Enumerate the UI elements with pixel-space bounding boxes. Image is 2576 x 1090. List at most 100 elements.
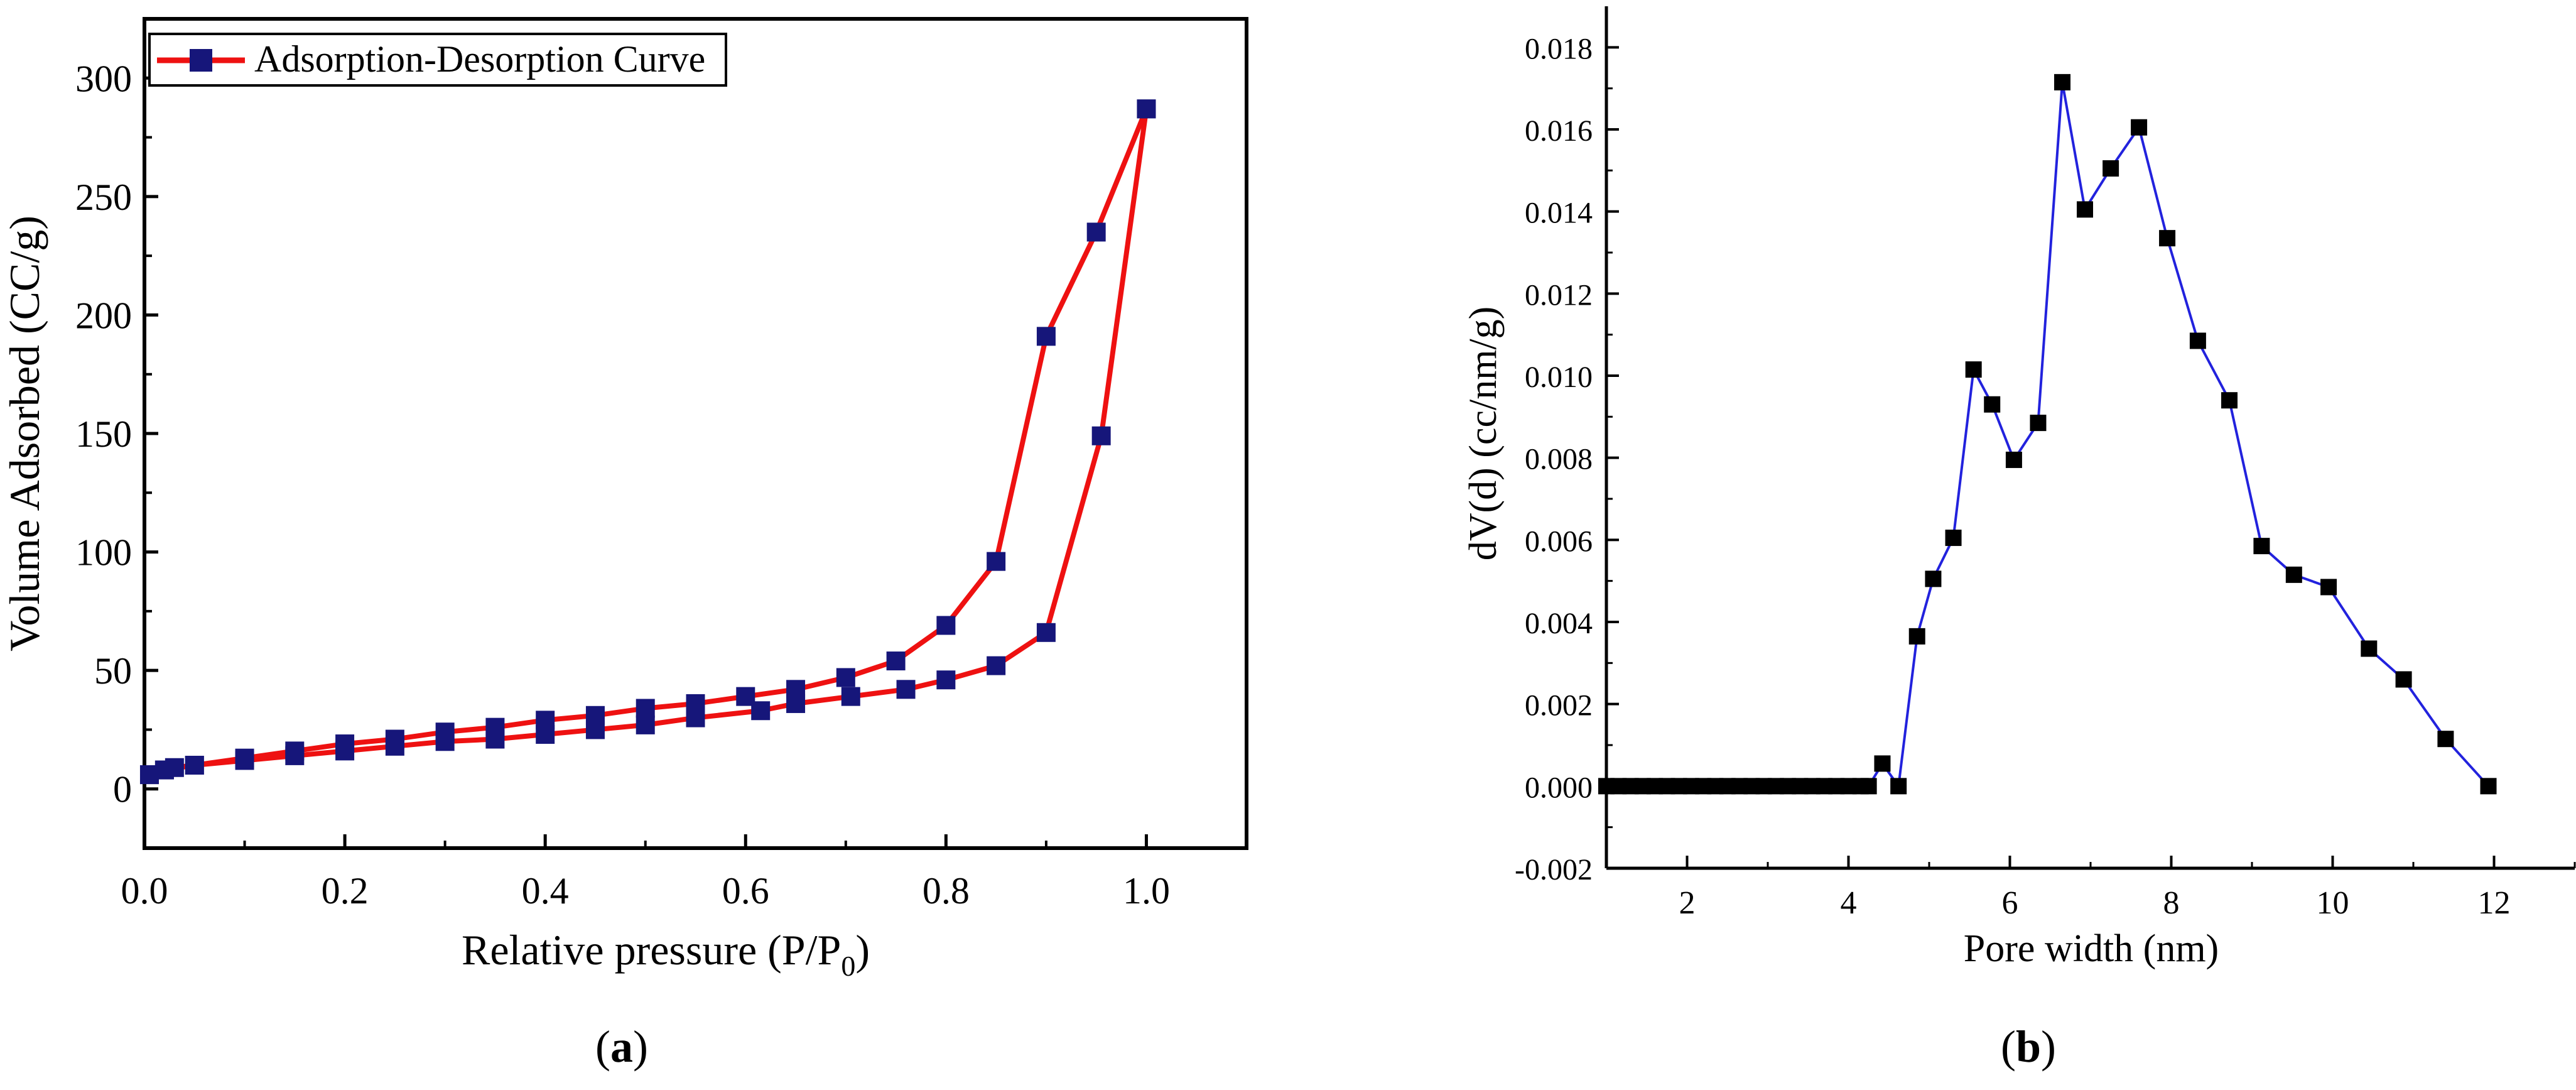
panel-a-x-axis-label: Relative pressure (P/P0): [462, 926, 870, 982]
panel-b-axis-ticks: [1605, 46, 2576, 869]
desorption-point: [1036, 327, 1056, 346]
x-tick-label: 0.4: [522, 870, 569, 912]
pore-distribution-point: [2102, 160, 2119, 177]
pore-distribution-line: [1606, 80, 2489, 788]
pore-distribution-point: [2221, 392, 2238, 409]
panel-b-letter: b: [2016, 1022, 2041, 1072]
y-tick-label: 0.002: [1525, 689, 1593, 722]
x-tick-label: 4: [1841, 885, 1857, 921]
y-tick-label: 0.012: [1525, 278, 1593, 312]
y-tick-label: 0: [113, 769, 132, 810]
desorption-point: [185, 756, 204, 775]
panel-b-x-axis-label: Pore width (nm): [1964, 927, 2219, 970]
panel-a-legend: Adsorption-Desorption Curve: [148, 33, 727, 87]
pore-distribution-point: [1908, 628, 1925, 645]
panel-a-letter: a: [610, 1022, 633, 1072]
x-tick-label: 0.0: [121, 870, 168, 912]
x-tick-label: 0.6: [722, 870, 769, 912]
desorption-point: [385, 729, 404, 749]
desorption-point: [686, 694, 705, 713]
pore-distribution-point: [2189, 332, 2206, 349]
y-tick-label: 150: [75, 413, 132, 455]
desorption-point: [936, 616, 956, 635]
desorption-point: [886, 651, 906, 671]
adsorption-point: [896, 680, 916, 699]
x-tick-label: 10: [2317, 885, 2349, 921]
y-tick-label: 0.008: [1525, 443, 1593, 476]
pore-distribution-point: [1860, 778, 1877, 795]
desorption-point: [1137, 99, 1156, 119]
legend-label: Adsorption-Desorption Curve: [254, 38, 705, 80]
panel-a-caption: (a): [595, 1022, 648, 1072]
x-tick-label: 12: [2478, 885, 2511, 921]
panel-a-markers: [139, 99, 1156, 785]
y-tick-label: 300: [75, 58, 132, 99]
adsorption-point: [841, 687, 860, 706]
desorption-point: [736, 687, 755, 706]
panel-b-markers: [1598, 74, 2497, 795]
y-tick-label: 0.010: [1525, 361, 1593, 394]
desorption-point: [1086, 222, 1106, 242]
panel-b-caption: (b): [2001, 1022, 2056, 1072]
desorption-point: [235, 748, 254, 768]
adsorption-point: [636, 715, 655, 734]
y-tick-label: 0.014: [1525, 197, 1593, 230]
adsorption-point: [1091, 426, 1111, 445]
pore-distribution-point: [2285, 566, 2302, 583]
panel-a-chart: 0.0 0.2 0.4 0.6 0.8 1.0 0 50 100 150 200 250 300 Ad…: [1, 17, 1248, 1072]
panel-b-chart: 2 4 6 8 10 12 -0.002 0.000 0.002 0.004 0.006 0.008…: [1462, 6, 2576, 1072]
y-tick-label: 200: [75, 295, 132, 336]
pore-distribution-point: [2437, 731, 2454, 748]
legend-box: [148, 33, 727, 87]
y-tick-label: 0.004: [1525, 607, 1593, 640]
pore-distribution-point: [1874, 755, 1891, 772]
x-tick-label: 0.8: [923, 870, 970, 912]
series-line-desorption: [148, 107, 1149, 777]
desorption-point: [335, 734, 355, 754]
desorption-point: [786, 680, 806, 699]
pore-distribution-point: [2131, 119, 2148, 136]
desorption-point: [585, 706, 605, 725]
panel-b-series-line: [1606, 80, 2489, 788]
pore-distribution-point: [2005, 451, 2022, 468]
y-tick-label: 0.006: [1525, 525, 1593, 558]
panel-b-x-tick-labels: 2 4 6 8 10 12: [1679, 885, 2511, 921]
desorption-point: [836, 668, 855, 687]
x-tick-label: 0.2: [322, 870, 369, 912]
desorption-point: [636, 699, 655, 718]
pore-distribution-point: [2030, 415, 2047, 432]
pore-distribution-point: [2077, 201, 2094, 218]
x-tick-label: 6: [2002, 885, 2018, 921]
desorption-point: [485, 717, 505, 737]
x-tick-label: 8: [2163, 885, 2180, 921]
pore-distribution-point: [2320, 579, 2337, 596]
desorption-point: [435, 722, 455, 742]
x-label-close: ): [855, 926, 870, 974]
pore-distribution-point: [2054, 74, 2071, 90]
y-tick-label: 250: [75, 177, 132, 218]
desorption-point: [285, 741, 305, 761]
pore-distribution-point: [1925, 570, 1942, 587]
panel-a-y-axis-label: Volume Adsorbed (CC/g): [1, 215, 48, 651]
panel-b-y-axis-label: dV(d) (cc/nm/g): [1462, 307, 1505, 561]
panel-a-x-tick-labels: 0.0 0.2 0.4 0.6 0.8 1.0: [121, 870, 1170, 912]
y-tick-label: 100: [75, 532, 132, 574]
y-tick-label: 0.000: [1525, 771, 1593, 804]
desorption-point: [987, 552, 1006, 571]
x-label-subscript: 0: [841, 950, 855, 982]
pore-distribution-point: [2253, 538, 2270, 555]
panel-b-y-tick-labels: -0.002 0.000 0.002 0.004 0.006 0.008 0.010 0.01…: [1515, 32, 1593, 886]
panel-a-y-tick-labels: 0 50 100 150 200 250 300: [75, 58, 132, 810]
y-tick-label: 0.016: [1525, 114, 1593, 148]
pore-distribution-point: [1965, 361, 1982, 378]
y-tick-label: 50: [94, 650, 132, 692]
pore-distribution-point: [2480, 778, 2497, 795]
pore-distribution-point: [2395, 671, 2412, 688]
adsorption-point: [1036, 623, 1056, 642]
pore-distribution-point: [1890, 778, 1907, 795]
pore-distribution-point: [2361, 640, 2378, 657]
y-tick-label: 0.018: [1525, 32, 1593, 65]
adsorption-point: [987, 656, 1006, 675]
x-tick-label: 1.0: [1123, 870, 1170, 912]
